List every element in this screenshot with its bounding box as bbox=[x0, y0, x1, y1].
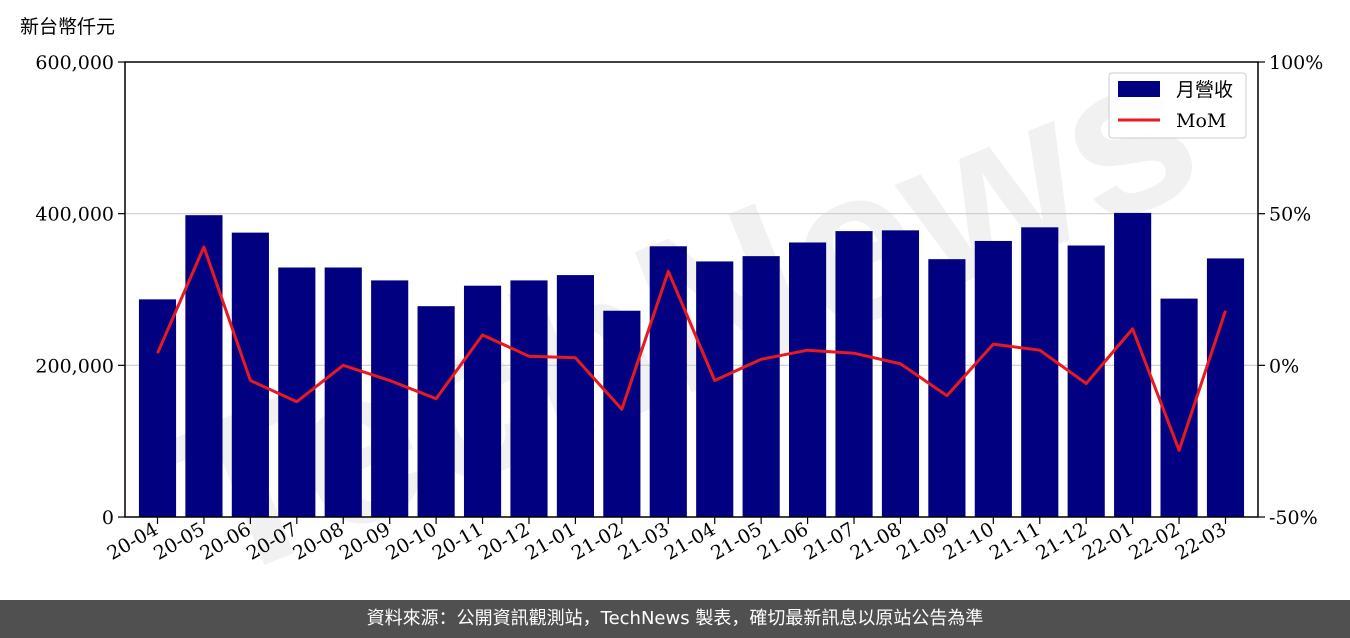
legend-label-line: MoM bbox=[1176, 110, 1226, 132]
bar-21-01 bbox=[556, 275, 594, 517]
x-tick-label: 22-02 bbox=[1125, 518, 1183, 564]
x-tick-label: 21-03 bbox=[614, 518, 672, 564]
bar-20-04 bbox=[138, 299, 177, 517]
y-tick-label: 200,000 bbox=[35, 355, 114, 377]
mom-line-series bbox=[156, 245, 1227, 452]
y-tick-label: 600,000 bbox=[35, 52, 114, 74]
revenue-chart: TechNews 0200,000400,000600,000-50%0%50%… bbox=[20, 0, 1323, 600]
x-tick-label: 21-05 bbox=[707, 518, 765, 564]
x-tick-label: 21-08 bbox=[847, 518, 905, 564]
bar-21-07 bbox=[835, 231, 873, 517]
bar-20-08 bbox=[324, 267, 362, 517]
x-tick-label: 21-04 bbox=[661, 518, 719, 564]
bar-20-06 bbox=[231, 232, 269, 517]
x-tick-label: 20-05 bbox=[150, 518, 208, 564]
x-tick-label: 22-01 bbox=[1079, 518, 1137, 564]
bar-21-04 bbox=[696, 261, 734, 517]
x-tick-label: 21-11 bbox=[986, 518, 1044, 564]
y-tick-label: 400,000 bbox=[35, 204, 114, 226]
x-tick-label: 21-07 bbox=[800, 518, 858, 564]
bar-22-03 bbox=[1206, 258, 1245, 517]
x-tick-label: 21-01 bbox=[521, 518, 579, 564]
bar-21-11 bbox=[1021, 227, 1059, 518]
bar-21-05 bbox=[742, 256, 780, 517]
x-tick-label: 22-03 bbox=[1172, 518, 1230, 564]
legend-swatch-bar bbox=[1118, 81, 1160, 97]
source-footer: 資料來源：公開資訊觀測站，TechNews 製表，確切最新訊息以原站公告為準 bbox=[0, 600, 1350, 638]
y2-tick-label: -50% bbox=[1269, 507, 1318, 529]
legend-label-bar: 月營收 bbox=[1176, 79, 1233, 101]
bar-20-09 bbox=[371, 280, 409, 517]
y2-tick-label: 0% bbox=[1269, 355, 1299, 377]
bar-20-12 bbox=[510, 280, 548, 517]
bar-series bbox=[138, 212, 1245, 518]
y-axis-unit-label: 新台幣仟元 bbox=[20, 16, 115, 38]
bar-20-05 bbox=[185, 215, 223, 517]
bar-20-10 bbox=[417, 306, 455, 517]
mom-line bbox=[156, 245, 1227, 452]
x-tick-label: 21-06 bbox=[754, 518, 812, 564]
legend: 月營收 MoM bbox=[1108, 72, 1247, 139]
bar-21-06 bbox=[789, 242, 827, 517]
y2-tick-label: 50% bbox=[1269, 204, 1311, 226]
y2-tick-label: 100% bbox=[1269, 52, 1323, 74]
bar-21-02 bbox=[603, 310, 641, 517]
bar-20-11 bbox=[463, 285, 502, 517]
bar-21-03 bbox=[649, 246, 687, 517]
x-tick-label: 21-10 bbox=[939, 518, 997, 564]
x-tick-label: 21-09 bbox=[893, 518, 951, 564]
y-tick-label: 0 bbox=[102, 507, 114, 529]
x-tick-label: 21-12 bbox=[1032, 518, 1090, 564]
bar-21-10 bbox=[974, 240, 1012, 517]
bar-22-02 bbox=[1160, 298, 1198, 517]
x-tick-label: 21-02 bbox=[568, 518, 626, 564]
plot-frame bbox=[124, 61, 1259, 518]
